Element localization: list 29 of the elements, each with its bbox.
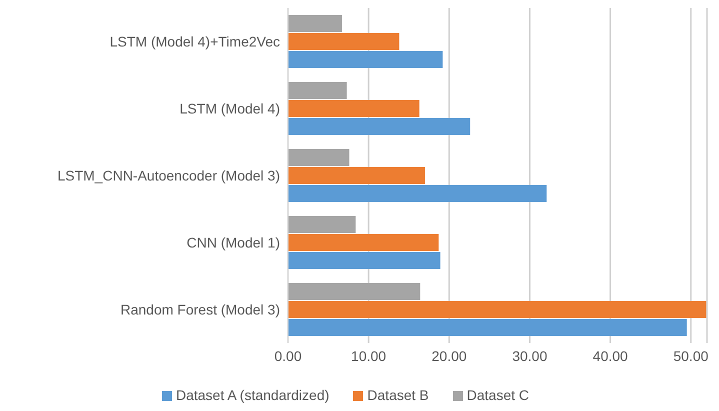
legend-label: Dataset B	[367, 387, 429, 403]
y-tick-label: Random Forest (Model 3)	[120, 301, 280, 318]
x-tick-label: 20.00	[432, 348, 467, 364]
bar	[288, 167, 425, 184]
bar	[288, 118, 470, 135]
y-tick-label: LSTM (Model 4)	[180, 100, 280, 116]
bar	[288, 283, 420, 300]
bar	[288, 149, 350, 166]
bar	[288, 234, 439, 251]
bar	[288, 252, 440, 269]
x-tick-label: 40.00	[592, 348, 628, 364]
bar	[288, 185, 547, 202]
legend-label: Dataset A (standardized)	[176, 387, 330, 403]
x-tick-label: 50.00	[673, 348, 709, 364]
y-tick-label: LSTM (Model 4)+Time2Vec	[110, 33, 280, 50]
x-tick-label: 0.00	[274, 348, 302, 364]
x-tick-label: 30.00	[512, 348, 548, 364]
y-tick-label: CNN (Model 1)	[186, 234, 280, 250]
y-tick-label: LSTM_CNN-Autoencoder (Model 3)	[57, 167, 280, 184]
legend-label: Dataset C	[466, 387, 530, 403]
bar	[288, 301, 706, 318]
bar	[288, 33, 400, 50]
bar	[288, 319, 687, 336]
bar	[288, 15, 342, 32]
bar	[288, 82, 347, 99]
bar	[288, 100, 420, 117]
bar	[288, 51, 443, 68]
bar	[288, 216, 356, 233]
x-tick-label: 10.00	[351, 348, 386, 364]
